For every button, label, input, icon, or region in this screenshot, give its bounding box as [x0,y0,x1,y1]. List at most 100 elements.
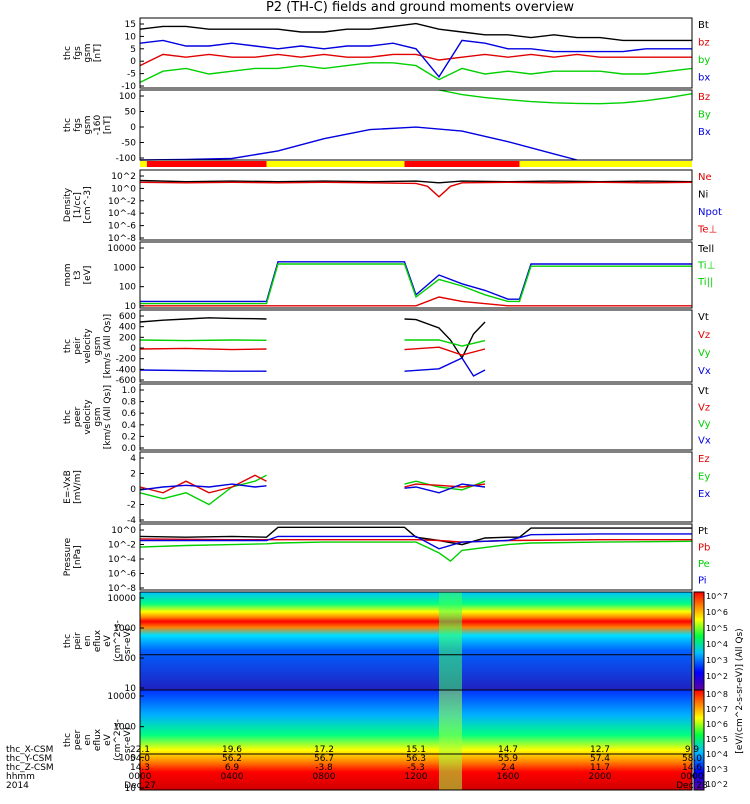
y-tick-label: 1000 [113,723,136,733]
y-tick-label: 1.0 [122,386,137,396]
x-row-value: 57.4 [590,754,610,764]
panel-frame [139,17,693,89]
series-line [139,483,267,491]
x-row-value: Dec 27 [124,781,156,791]
y-tick-label: 100 [119,283,136,293]
y-tick-label: 1000 [113,263,136,273]
x-row-label: thc_X-CSM [6,745,53,755]
y-tick-label: 0.8 [122,398,137,408]
colorbar-tick: 10^8 [706,690,728,699]
colorbar-bottom [693,689,705,791]
legend-entry: Bx [698,127,711,138]
y-tick-label: 10^0 [111,184,136,194]
legend-entry: Ey [698,472,710,483]
series-line [139,339,267,342]
mode-bar-segment [146,161,267,167]
heatmap-dip [439,592,462,690]
x-row-value: 0400 [221,772,244,782]
legend-entry: Ez [698,454,710,465]
x-row-label: thc_Y-CSM [6,754,52,764]
y-tick-label: -400 [116,365,137,375]
series-line [139,39,692,78]
colorbar-tick: 10^5 [706,624,728,633]
y-tick-label: -2 [127,501,136,511]
series-line [139,347,267,351]
series-line [404,346,486,356]
y-axis-label: sr-eV) [123,727,133,753]
y-axis-label: -160 [93,115,103,136]
mode-bar-segment [266,161,405,167]
colorbar-tick: 10^2 [706,780,728,789]
x-row-value: 9.9 [685,745,700,755]
x-row-label: thc_Z-CSM [6,763,54,773]
y-tick-label: 10 [125,684,137,694]
y-axis-label: sr-eV) [123,628,133,654]
legend-entry: bz [698,38,710,49]
panel-frame [139,89,693,161]
x-row-value: Dec 28 [676,781,708,791]
mode-bar-segment [519,161,692,167]
colorbar-tick: 10^4 [706,750,728,759]
series-line [404,339,486,347]
y-axis-label: gsm [83,115,93,134]
x-row-value: 56.3 [406,754,426,764]
y-tick-label: 10^-8 [108,234,136,244]
y-tick-label: 10 [125,32,137,42]
legend-entry: Bz [698,92,710,103]
y-tick-label: 0 [130,123,136,133]
legend-entry: bx [698,73,710,84]
y-tick-label: 100 [119,654,136,664]
y-tick-label: 0.4 [122,421,137,431]
legend-entry: Ex [698,489,710,500]
y-axis-label: peer [73,729,83,750]
series-line [139,53,692,67]
legend-entry: Ne [698,172,712,183]
y-axis-label: Pressure [63,537,73,576]
colorbar-top [693,591,705,691]
legend-entry: Pi [698,576,707,587]
legend-entry: Pt [698,526,708,537]
y-axis-label: fgs [73,118,83,132]
y-axis-label: thc [63,118,73,132]
legend-entry: Ti⊥ [697,261,715,272]
y-axis-label: [nT] [93,44,103,62]
y-axis-label: gsm [83,43,93,62]
y-tick-label: 4 [130,454,136,464]
y-tick-label: 0 [130,485,136,495]
y-tick-label: 0.6 [122,409,137,419]
series-line [404,480,486,491]
x-row-value: 12.7 [590,745,610,755]
legend-entry: Tell [697,244,714,255]
colorbar-tick: 10^6 [706,720,728,729]
y-axis-label: t3 [73,270,83,279]
panel-frame [139,169,693,241]
y-axis-label: eflux [93,629,103,652]
y-axis-label: eV [103,733,113,746]
y-axis-label: E=-VxB [63,470,73,504]
series-line [140,263,692,305]
y-tick-label: 10^-8 [108,584,136,594]
y-tick-label: 2 [130,470,136,480]
y-tick-label: 400 [119,323,136,333]
y-tick-label: 200 [119,333,136,343]
heatmap-band [140,592,692,690]
y-tick-label: 0.0 [122,444,137,454]
y-tick-label: 10^0 [111,526,136,536]
y-axis-label: [mV/m] [73,470,83,504]
legend-entry: Vx [698,436,711,447]
y-tick-label: 10^-4 [108,209,136,219]
series-line [140,533,692,550]
y-tick-label: -5 [127,70,136,80]
colorbar-tick: 10^5 [706,735,728,744]
x-row-value: 15.1 [406,745,426,755]
y-tick-label: 10^-6 [108,570,136,580]
series-line [404,483,486,488]
heatmap-band [140,690,692,790]
legend-entry: Pb [698,543,710,554]
series-line [139,538,692,543]
y-axis-label: thc [63,410,73,424]
series-line [139,369,267,372]
y-axis-label: [nPa] [73,545,83,568]
x-row-value: 55.9 [498,754,518,764]
